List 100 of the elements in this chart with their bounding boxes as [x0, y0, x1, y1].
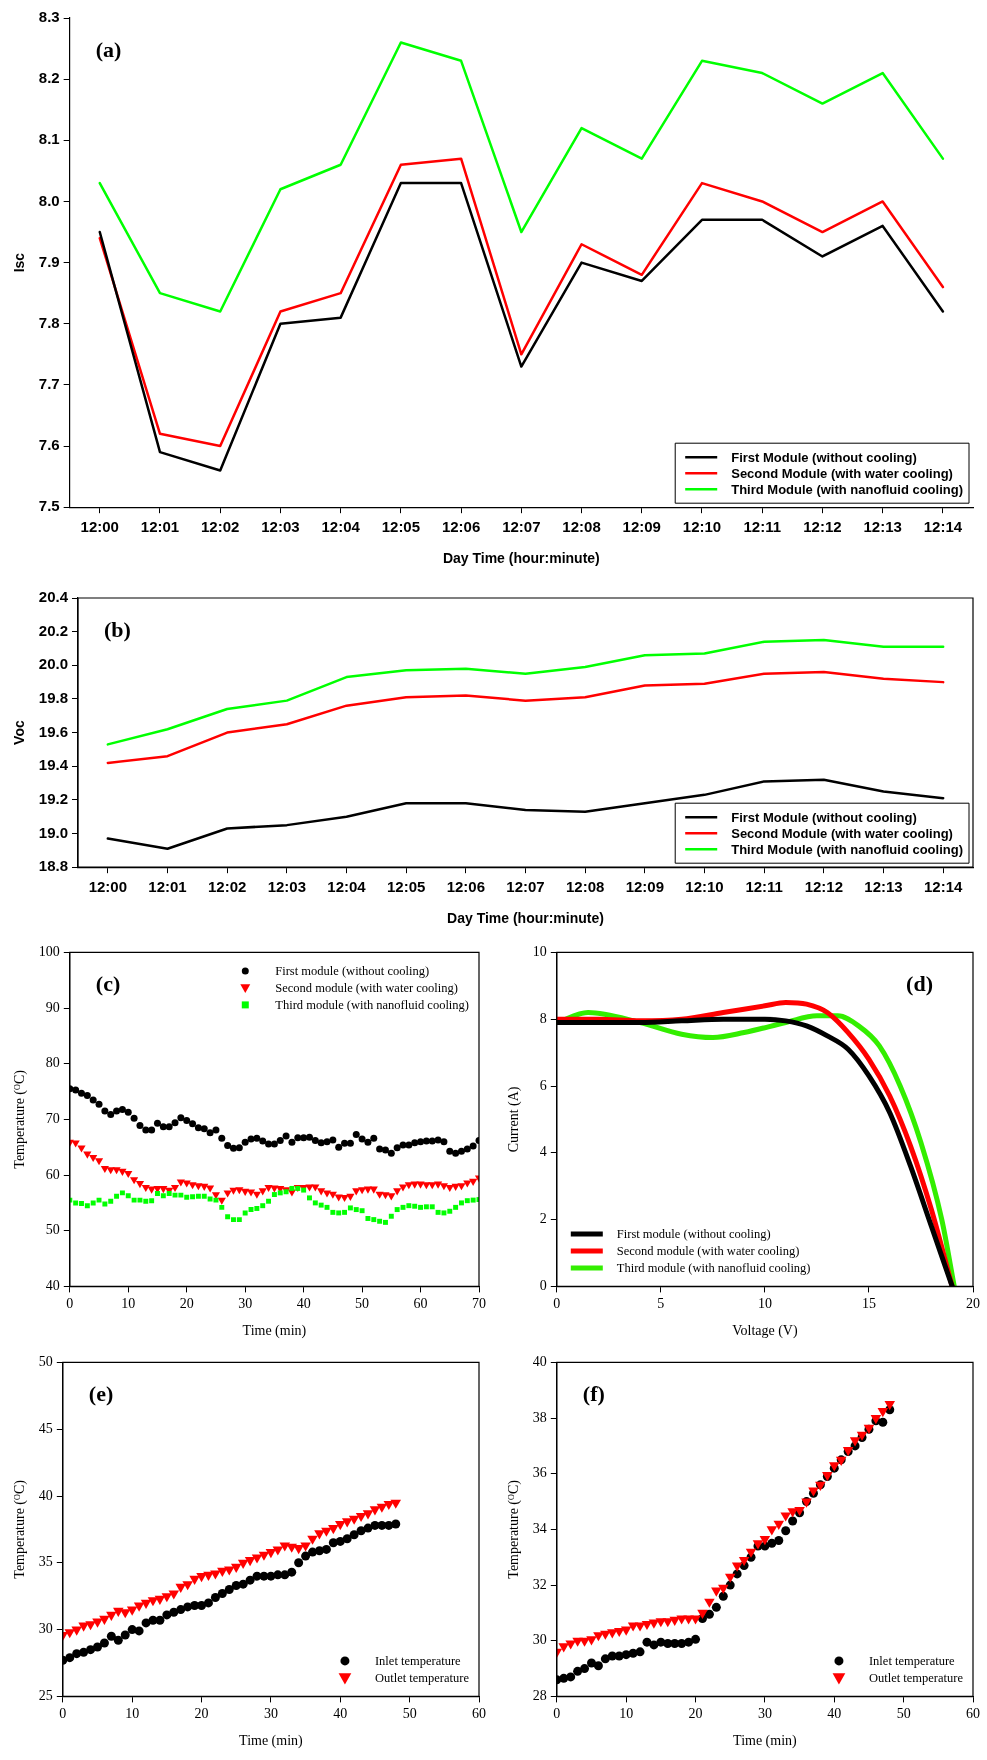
y-tick-label: 8: [539, 1010, 547, 1026]
x-tick-label: 12:10: [682, 518, 722, 536]
x-tick-label: 12:07: [506, 878, 545, 896]
x-tick-label: 12:12: [803, 518, 842, 536]
y-axis-title: Isc: [11, 252, 28, 273]
x-tick-label: 10: [619, 1706, 634, 1722]
y-tick-label: 50: [45, 1222, 60, 1238]
legend-label: Second module (with water cooling): [616, 1244, 800, 1259]
y-tick-label: 80: [45, 1055, 60, 1071]
x-axis-title: Day Time (hour:minute): [447, 910, 604, 927]
legend-label: Second Module (with water cooling): [731, 465, 953, 481]
x-tick-label: 12:04: [321, 518, 361, 536]
y-tick-label: 38: [532, 1409, 547, 1425]
x-tick-label: 12:13: [864, 878, 903, 896]
x-tick-label: 40: [827, 1706, 842, 1722]
y-tick-label: 40: [45, 1278, 60, 1294]
y-tick-label: 70: [45, 1111, 60, 1127]
x-tick-label: 20: [179, 1296, 194, 1312]
x-tick-label: 15: [861, 1296, 876, 1312]
y-tick-label: 7.8: [38, 313, 60, 331]
x-tick-label: 20: [966, 1296, 980, 1312]
x-tick-label: 50: [896, 1706, 911, 1722]
y-tick-label: 30: [38, 1621, 53, 1637]
x-tick-label: 12:08: [565, 878, 605, 896]
x-tick-label: 12:09: [625, 878, 665, 896]
y-tick-label: 34: [532, 1521, 547, 1537]
legend-label: Third module (with nanofluid cooling): [616, 1261, 811, 1276]
y-tick-label: 36: [532, 1465, 547, 1481]
x-axis-title: Time (min): [239, 1733, 304, 1750]
x-tick-label: 12:11: [743, 518, 781, 536]
x-axis-title: Time (min): [733, 1733, 798, 1750]
y-tick-label: 19.0: [38, 823, 68, 841]
x-tick-label: 12:14: [923, 518, 963, 536]
y-tick-label: 8.3: [38, 8, 60, 26]
x-tick-label: 12:05: [386, 878, 426, 896]
x-tick-label: 20: [688, 1706, 703, 1722]
y-tick-label: 32: [532, 1576, 547, 1592]
x-tick-label: 12:03: [267, 878, 307, 896]
annotation: (b): [103, 616, 131, 642]
y-tick-label: 100: [38, 944, 60, 960]
y-tick-label: 7.7: [38, 375, 60, 393]
y-tick-label: 18.8: [38, 857, 68, 875]
x-tick-label: 60: [472, 1706, 486, 1722]
x-tick-label: 12:00: [88, 878, 128, 896]
y-tick-label: 20.4: [38, 588, 69, 606]
legend-label: Second module (with water cooling): [275, 981, 458, 996]
y-axis-title: Temperature (ᴼC): [12, 1479, 29, 1579]
y-tick-label: 20.0: [38, 655, 68, 673]
x-tick-label: 12:10: [685, 878, 724, 896]
x-tick-label: 30: [238, 1296, 253, 1312]
x-tick-label: 0: [553, 1706, 561, 1722]
annotation: (e): [88, 1381, 114, 1407]
annotation: (c): [95, 971, 121, 997]
x-tick-label: 40: [333, 1706, 348, 1722]
y-tick-label: 7.5: [38, 497, 60, 515]
annotation: (f): [582, 1381, 605, 1407]
y-tick-label: 25: [38, 1688, 53, 1704]
x-tick-label: 60: [413, 1296, 428, 1312]
legend-label: First module (without cooling): [275, 964, 430, 979]
y-tick-label: 8.1: [38, 130, 60, 148]
x-tick-label: 12:07: [502, 518, 541, 536]
x-tick-label: 40: [296, 1296, 311, 1312]
x-tick-label: 12:12: [804, 878, 844, 896]
y-axis-title: Voc: [11, 720, 28, 745]
x-tick-label: 12:03: [261, 518, 300, 536]
y-tick-label: 30: [532, 1632, 547, 1648]
x-tick-label: 12:09: [622, 518, 661, 536]
x-tick-label: 10: [125, 1706, 140, 1722]
x-tick-label: 12:11: [745, 878, 783, 896]
legend-label: Third Module (with nanofluid cooling): [731, 481, 964, 497]
x-tick-label: 12:14: [923, 878, 963, 896]
y-tick-label: 60: [45, 1166, 60, 1182]
legend-label: Third module (with nanofluid cooling): [275, 998, 470, 1013]
x-tick-label: 10: [757, 1296, 772, 1312]
y-tick-label: 50: [38, 1354, 53, 1370]
x-tick-label: 12:08: [562, 518, 601, 536]
y-tick-label: 8.2: [38, 69, 60, 87]
legend-label: Outlet temperature: [868, 1671, 964, 1686]
y-tick-label: 28: [532, 1688, 547, 1704]
y-tick-label: 7.9: [38, 252, 60, 270]
x-axis-title: Voltage (V): [732, 1323, 798, 1340]
legend-label: Outlet temperature: [374, 1671, 470, 1686]
legend-label: Third Module (with nanofluid cooling): [731, 841, 964, 857]
y-tick-label: 0: [539, 1278, 547, 1294]
x-tick-label: 12:13: [863, 518, 902, 536]
y-tick-label: 6: [539, 1077, 547, 1093]
legend-label: First module (without cooling): [616, 1227, 771, 1242]
x-tick-label: 50: [355, 1296, 370, 1312]
x-tick-label: 12:06: [446, 878, 486, 896]
x-tick-label: 12:01: [148, 878, 187, 896]
x-tick-label: 30: [263, 1706, 278, 1722]
legend-label: Inlet temperature: [868, 1654, 956, 1669]
x-axis-title: Day Time (hour:minute): [442, 550, 600, 567]
y-tick-label: 7.6: [38, 436, 60, 454]
y-tick-label: 19.2: [38, 790, 68, 808]
x-tick-label: 12:05: [381, 518, 421, 536]
y-axis-title: Current (A): [506, 1086, 523, 1153]
x-tick-label: 20: [194, 1706, 209, 1722]
x-tick-label: 70: [472, 1296, 486, 1312]
x-tick-label: 60: [966, 1706, 980, 1722]
